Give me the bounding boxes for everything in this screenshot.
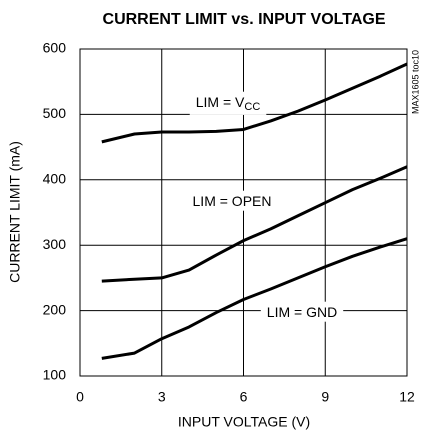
series-label-text: LIM = GND	[267, 304, 337, 320]
series-label: LIM = OPEN	[193, 193, 272, 209]
figure-id: MAX1605 toc10	[410, 50, 420, 114]
series-line	[101, 165, 408, 283]
chart-title: CURRENT LIMIT vs. INPUT VOLTAGE	[103, 11, 386, 28]
series-label-subscript: CC	[244, 101, 260, 113]
y-tick-label: 600	[43, 40, 67, 56]
series-line	[101, 237, 408, 360]
x-tick-label: 9	[321, 389, 329, 405]
plot-frame	[79, 48, 408, 377]
label-background	[186, 190, 278, 211]
series-line	[101, 62, 408, 144]
x-tick-label: 3	[158, 389, 166, 405]
series-label-text: LIM = OPEN	[193, 193, 272, 209]
y-tick-label: 500	[43, 105, 67, 121]
x-axis-label: INPUT VOLTAGE (V)	[178, 414, 310, 430]
series-label: LIM = VCC	[196, 94, 261, 113]
y-tick-label: 200	[43, 301, 67, 317]
label-background	[189, 91, 267, 115]
series-label: LIM = GND	[267, 304, 337, 320]
x-tick-label: 12	[399, 389, 415, 405]
y-axis-label: CURRENT LIMIT (mA)	[7, 141, 23, 283]
y-tick-label: 300	[43, 236, 67, 252]
x-tick-label: 6	[240, 389, 248, 405]
y-tick-label: 100	[43, 367, 67, 383]
x-tick-label: 0	[76, 389, 84, 405]
y-tick-label: 400	[43, 171, 67, 187]
label-background	[260, 301, 344, 322]
series-label-text: LIM = V	[196, 94, 245, 110]
